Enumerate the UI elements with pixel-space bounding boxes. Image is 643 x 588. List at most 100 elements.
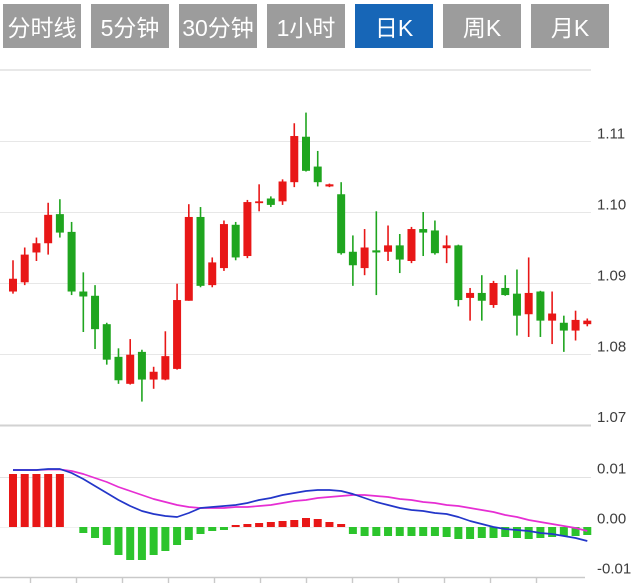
candle-down bbox=[536, 291, 545, 321]
candle-up bbox=[44, 214, 53, 244]
candle-up bbox=[360, 247, 369, 269]
price-axis-label: 1.11 bbox=[597, 126, 625, 143]
tab-1hour[interactable]: 1小时 bbox=[267, 4, 345, 48]
macd-hist-bar-down bbox=[477, 527, 486, 538]
candle-up bbox=[548, 313, 557, 321]
tab-30min[interactable]: 30分钟 bbox=[179, 4, 257, 48]
macd-hist-bar-down bbox=[454, 527, 463, 539]
macd-hist-bar-up bbox=[313, 519, 322, 527]
macd-hist-bar-down bbox=[91, 527, 100, 538]
macd-hist-bar-down bbox=[524, 527, 533, 539]
candle-down bbox=[313, 166, 322, 183]
dea-line bbox=[13, 468, 588, 532]
candle-up bbox=[571, 319, 580, 331]
price-axis-label: 1.07 bbox=[597, 409, 626, 426]
macd-hist-bar-up bbox=[32, 474, 41, 527]
price-axis-label: 1.09 bbox=[597, 268, 626, 285]
macd-hist-bar-up bbox=[231, 525, 240, 527]
macd-hist-bar-down bbox=[114, 527, 123, 555]
candle-up bbox=[278, 181, 287, 202]
candle-up bbox=[524, 292, 533, 315]
macd-hist-bar-up bbox=[9, 474, 17, 527]
macd-hist-bar-down bbox=[466, 527, 475, 539]
candle-up bbox=[32, 243, 41, 253]
candle-down bbox=[91, 295, 100, 330]
candle-up bbox=[384, 245, 393, 252]
macd-hist-bar-down bbox=[208, 527, 217, 531]
candle-down bbox=[430, 230, 439, 254]
macd-hist-bar-up bbox=[278, 521, 287, 527]
macd-hist-bar-up bbox=[302, 518, 310, 527]
candle-up bbox=[489, 283, 498, 306]
macd-hist-bar-up bbox=[55, 474, 64, 527]
macd-hist-bar-down bbox=[395, 527, 404, 536]
macd-hist-bar-down bbox=[512, 527, 521, 538]
macd-hist-bar-down bbox=[489, 527, 498, 538]
candle-up bbox=[466, 292, 475, 298]
candle-up bbox=[126, 354, 135, 384]
candle-up bbox=[243, 202, 252, 257]
period-tab-bar: 分时线 5分钟 30分钟 1小时 日K 周K 月K bbox=[3, 4, 609, 48]
candle-down bbox=[372, 250, 381, 253]
candle-up bbox=[208, 262, 217, 286]
macd-hist-bar-down bbox=[102, 527, 111, 545]
candle-up bbox=[255, 201, 264, 204]
candle-up bbox=[290, 136, 299, 183]
dif-line bbox=[13, 468, 588, 542]
macd-hist-bar-down bbox=[419, 527, 428, 536]
macd-hist-bar-up bbox=[325, 522, 334, 527]
candle-up bbox=[9, 278, 17, 292]
candle-down bbox=[348, 251, 357, 266]
candle-down bbox=[477, 292, 486, 301]
macd-hist-bar-down bbox=[372, 527, 381, 536]
candle-down bbox=[137, 351, 146, 380]
candle-up bbox=[149, 371, 158, 380]
macd-hist-bar-up bbox=[44, 474, 53, 527]
candle-down bbox=[337, 194, 346, 254]
tab-5min[interactable]: 5分钟 bbox=[91, 4, 169, 48]
macd-axis-label: -0.01 bbox=[597, 561, 631, 578]
macd-hist-bar-down bbox=[219, 527, 228, 530]
candle-up bbox=[184, 216, 193, 301]
macd-hist-bar-down bbox=[548, 527, 557, 537]
macd-hist-bar-down bbox=[501, 527, 510, 537]
macd-hist-bar-up bbox=[243, 524, 252, 527]
macd-hist-bar-down bbox=[161, 527, 170, 551]
candle-down bbox=[196, 216, 205, 286]
macd-hist-bar-up bbox=[337, 524, 346, 527]
candle-down bbox=[79, 291, 88, 297]
macd-hist-bar-down bbox=[384, 527, 393, 536]
tab-timeline[interactable]: 分时线 bbox=[3, 4, 81, 48]
macd-axis-label: 0.00 bbox=[597, 511, 626, 528]
macd-hist-bar-down bbox=[559, 527, 568, 536]
candle-down bbox=[102, 324, 111, 360]
candle-down bbox=[302, 136, 310, 171]
candle-up bbox=[325, 184, 334, 187]
candle-down bbox=[454, 245, 463, 301]
candle-up bbox=[20, 254, 29, 283]
candle-down bbox=[266, 198, 275, 205]
macd-hist-bar-up bbox=[266, 522, 275, 527]
macd-hist-bar-down bbox=[149, 527, 158, 555]
macd-hist-bar-up bbox=[20, 474, 29, 527]
macd-hist-bar-down bbox=[430, 527, 439, 536]
candle-down bbox=[419, 229, 428, 233]
macd-hist-bar-down bbox=[442, 527, 451, 537]
macd-hist-bar-down bbox=[571, 527, 580, 536]
candle-down bbox=[114, 356, 123, 381]
candle-up bbox=[442, 245, 451, 249]
tab-daily-k[interactable]: 日K bbox=[355, 4, 433, 48]
tab-weekly-k[interactable]: 周K bbox=[443, 4, 521, 48]
candle-up bbox=[161, 356, 170, 380]
candle-up bbox=[173, 300, 182, 369]
macd-hist-bar-down bbox=[173, 527, 182, 545]
macd-hist-bar-down bbox=[184, 527, 193, 540]
tab-monthly-k[interactable]: 月K bbox=[531, 4, 609, 48]
candle-down bbox=[512, 293, 521, 316]
price-axis-label: 1.08 bbox=[597, 339, 626, 356]
candle-down bbox=[231, 224, 240, 258]
candle-down bbox=[55, 214, 64, 233]
macd-hist-bar-down bbox=[126, 527, 135, 560]
